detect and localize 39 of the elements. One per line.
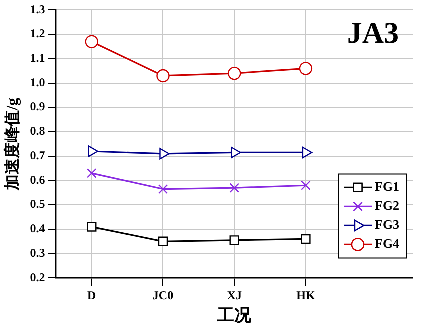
y-tick-label: 0.9 bbox=[30, 100, 46, 114]
y-tick-label: 1.1 bbox=[30, 51, 46, 66]
point bbox=[87, 168, 97, 178]
y-tick-label: 0.7 bbox=[30, 148, 46, 162]
x-tick-label: JC0 bbox=[152, 288, 174, 302]
y-tick-label: 0.2 bbox=[30, 270, 46, 284]
y-axis-title: 加速度峰值/g bbox=[2, 98, 22, 192]
y-tick-label: 1.3 bbox=[30, 2, 46, 16]
legend-label: FG2 bbox=[375, 198, 400, 214]
point bbox=[301, 234, 311, 244]
x-tick-label: HK bbox=[296, 288, 316, 302]
point bbox=[231, 146, 242, 159]
point bbox=[156, 69, 170, 83]
point bbox=[299, 62, 313, 76]
text: JA3 bbox=[347, 16, 399, 50]
y-tick-label: 0.5 bbox=[30, 197, 46, 212]
point bbox=[160, 148, 170, 160]
legend-label: FG3 bbox=[375, 217, 400, 232]
x-axis-title: 工况 bbox=[216, 306, 253, 326]
y-tick-label: 1.0 bbox=[30, 75, 46, 90]
point bbox=[88, 146, 98, 158]
point bbox=[158, 184, 168, 194]
legend-label: FG1 bbox=[375, 179, 400, 194]
point bbox=[230, 236, 240, 246]
y-tick-label: 0.6 bbox=[30, 172, 46, 187]
y-tick-label: 0.4 bbox=[30, 222, 46, 236]
x-tick-label: D bbox=[88, 288, 97, 302]
point bbox=[301, 180, 311, 190]
legend-label: FG4 bbox=[375, 236, 400, 252]
point bbox=[230, 183, 240, 193]
y-tick-label: 1.2 bbox=[30, 26, 46, 41]
point bbox=[302, 146, 313, 159]
point bbox=[87, 222, 97, 232]
point bbox=[228, 66, 242, 80]
y-tick-label: 0.8 bbox=[30, 124, 46, 138]
y-tick-label: 0.3 bbox=[30, 246, 46, 260]
point bbox=[158, 236, 168, 246]
point bbox=[85, 35, 98, 48]
x-tick-label: XJ bbox=[227, 288, 242, 302]
